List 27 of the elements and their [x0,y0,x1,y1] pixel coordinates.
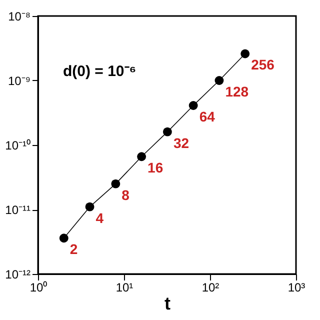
annotation: 256 [251,56,275,73]
y-tick-label: 10⁻¹¹ [5,203,30,217]
x-axis-title: t [164,294,170,314]
y-tick-label: 10⁻¹⁰ [5,138,30,152]
point [111,179,120,188]
y-tick-label: 10⁻¹² [5,268,30,282]
point [188,101,198,110]
point [85,202,94,212]
annotation: 2 [70,241,78,258]
annotation: 64 [199,108,216,124]
y-tick-label: 10⁻⁸ [8,10,30,24]
x-tick-label: 10¹ [116,280,134,294]
annotation: 128 [225,84,249,100]
annotation: d(0) = 10⁻⁶ [63,63,136,80]
point [137,152,146,162]
x-tick-label: 10³ [288,280,306,294]
annotation: 32 [173,134,190,151]
x-tick-label: 10² [202,280,220,294]
annotation: 16 [148,160,164,176]
x-tick-label: 10⁰ [30,280,48,294]
annotation: 4 [96,210,104,226]
point [240,49,250,58]
point [214,76,224,85]
point [162,127,172,136]
y-tick-label: 10⁻⁹ [8,74,30,88]
point [59,234,68,243]
annotation: 8 [122,186,130,203]
